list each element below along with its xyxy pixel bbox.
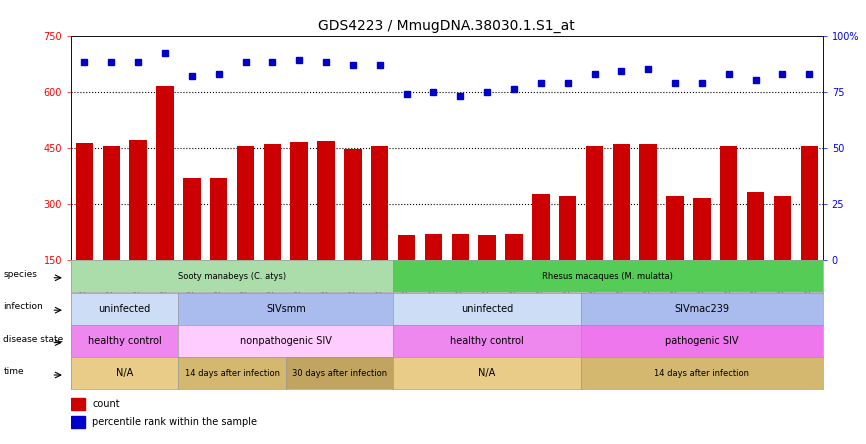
Bar (344, 150, 362, 316)
Text: healthy control: healthy control (450, 336, 524, 346)
Bar (800, 146, 818, 316)
Text: species: species (3, 270, 37, 279)
Bar (639, 144, 657, 316)
Text: Sooty manabeys (C. atys): Sooty manabeys (C. atys) (178, 272, 286, 281)
Text: Rhesus macaques (M. mulatta): Rhesus macaques (M. mulatta) (542, 272, 674, 281)
Bar (210, 178, 228, 316)
Bar (102, 146, 120, 316)
Bar (71, 398, 85, 409)
Bar (612, 144, 630, 316)
Text: nonpathogenic SIV: nonpathogenic SIV (240, 336, 332, 346)
Bar (397, 235, 416, 316)
Bar (720, 146, 738, 316)
Text: N/A: N/A (116, 369, 133, 378)
Bar (585, 146, 604, 316)
Bar (478, 235, 496, 316)
Text: uninfected: uninfected (99, 304, 151, 313)
Bar (183, 178, 201, 316)
Bar (559, 196, 577, 316)
Bar (317, 141, 335, 316)
Bar (75, 143, 94, 316)
Bar (424, 234, 443, 316)
Text: 14 days after infection: 14 days after infection (184, 369, 280, 378)
Title: GDS4223 / MmugDNA.38030.1.S1_at: GDS4223 / MmugDNA.38030.1.S1_at (319, 19, 575, 33)
Text: N/A: N/A (479, 369, 495, 378)
Text: disease state: disease state (3, 335, 63, 344)
Text: infection: infection (3, 302, 43, 312)
Bar (773, 196, 792, 316)
Bar (746, 193, 765, 316)
Text: SIVmac239: SIVmac239 (675, 304, 729, 313)
Bar (532, 194, 550, 316)
Text: pathogenic SIV: pathogenic SIV (665, 336, 739, 346)
Text: count: count (93, 399, 120, 408)
Text: SIVsmm: SIVsmm (266, 304, 306, 313)
Text: 14 days after infection: 14 days after infection (655, 369, 749, 378)
Bar (156, 86, 174, 316)
Bar (693, 198, 711, 316)
Text: time: time (3, 367, 24, 377)
Bar (451, 234, 469, 316)
Text: percentile rank within the sample: percentile rank within the sample (93, 416, 257, 427)
Bar (505, 234, 523, 316)
Bar (236, 146, 255, 316)
Bar (371, 146, 389, 316)
Text: healthy control: healthy control (87, 336, 162, 346)
Bar (71, 416, 85, 428)
Text: 30 days after infection: 30 days after infection (292, 369, 387, 378)
Bar (290, 142, 308, 316)
Text: uninfected: uninfected (461, 304, 514, 313)
Bar (129, 140, 147, 316)
Bar (263, 144, 281, 316)
Bar (666, 196, 684, 316)
